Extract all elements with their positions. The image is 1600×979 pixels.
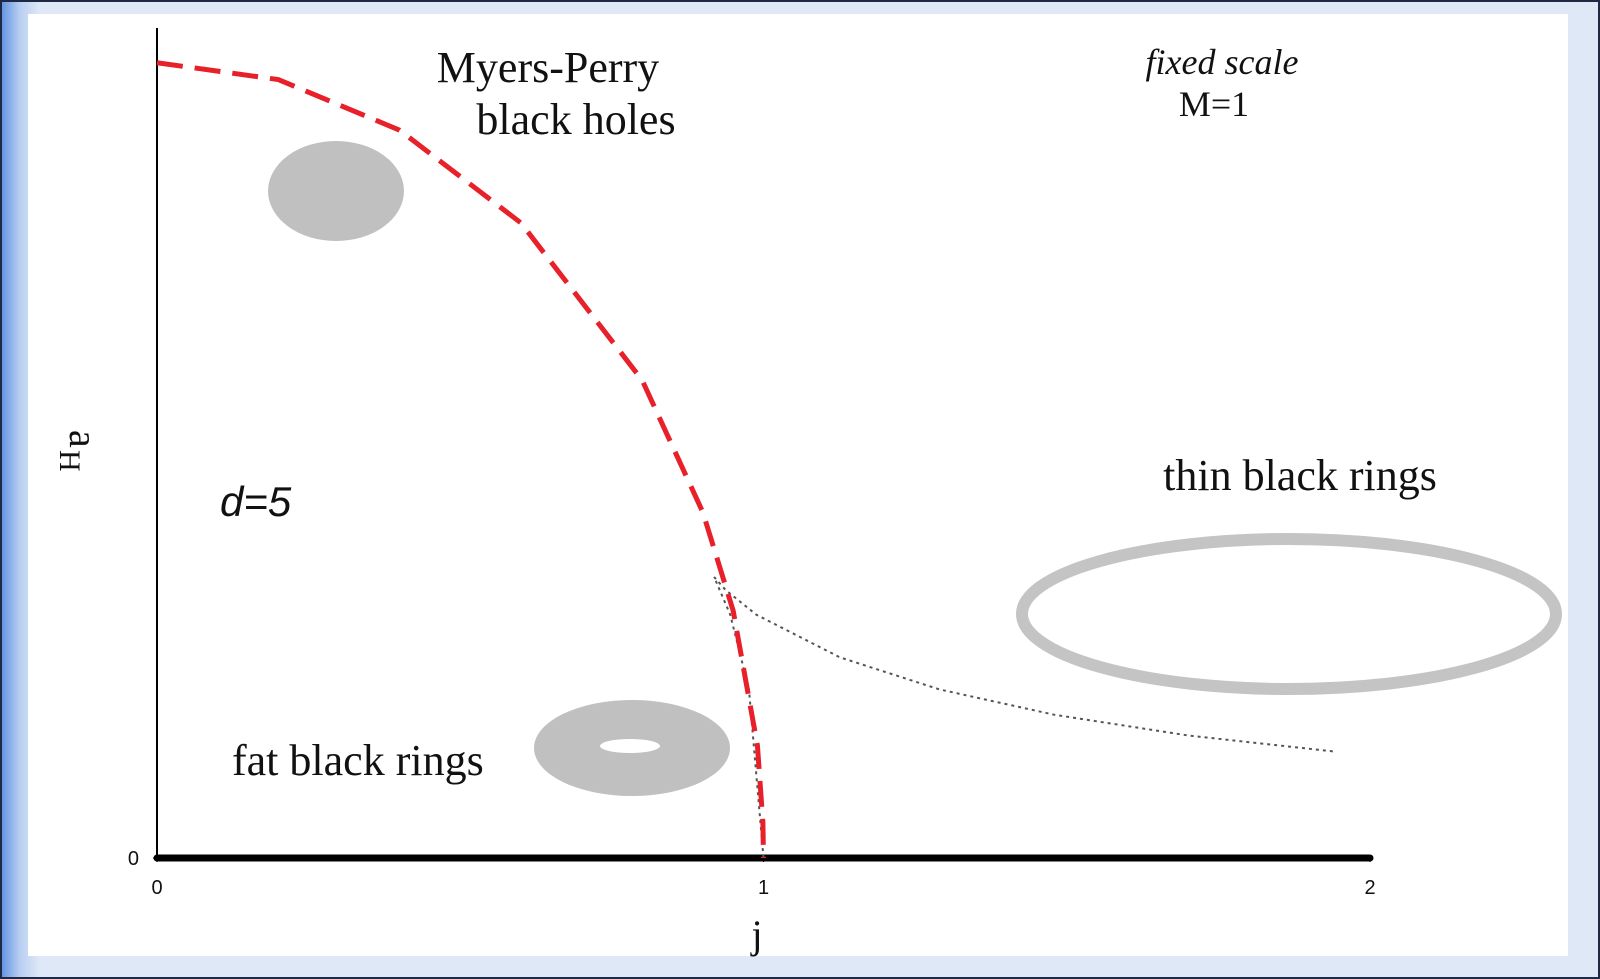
annotation: fat black rings [232,736,484,785]
annotation: d=5 [220,478,292,525]
y-axis-label-subscript: H [53,450,86,472]
page: Myers-Perry black holes fixed scale M=1 … [0,0,1600,979]
annotation: thin black rings [1163,451,1437,500]
sphere-icon [268,141,404,241]
y-axis-label-main: a [61,430,106,448]
annotation: Myers-Perry [437,43,659,92]
x-tick-label: 0 [151,877,162,899]
x-tick-label: 1 [758,877,769,899]
annotation: black holes [476,95,675,144]
fat-ring-hole [600,739,660,753]
y-tick-label: 0 [128,848,139,870]
x-axis-label: j [749,912,762,957]
annotation: M=1 [1179,84,1249,124]
chart: Myers-Perry black holes fixed scale M=1 … [0,0,1600,979]
x-tick-label: 2 [1364,877,1375,899]
annotation: fixed scale [1146,42,1299,82]
